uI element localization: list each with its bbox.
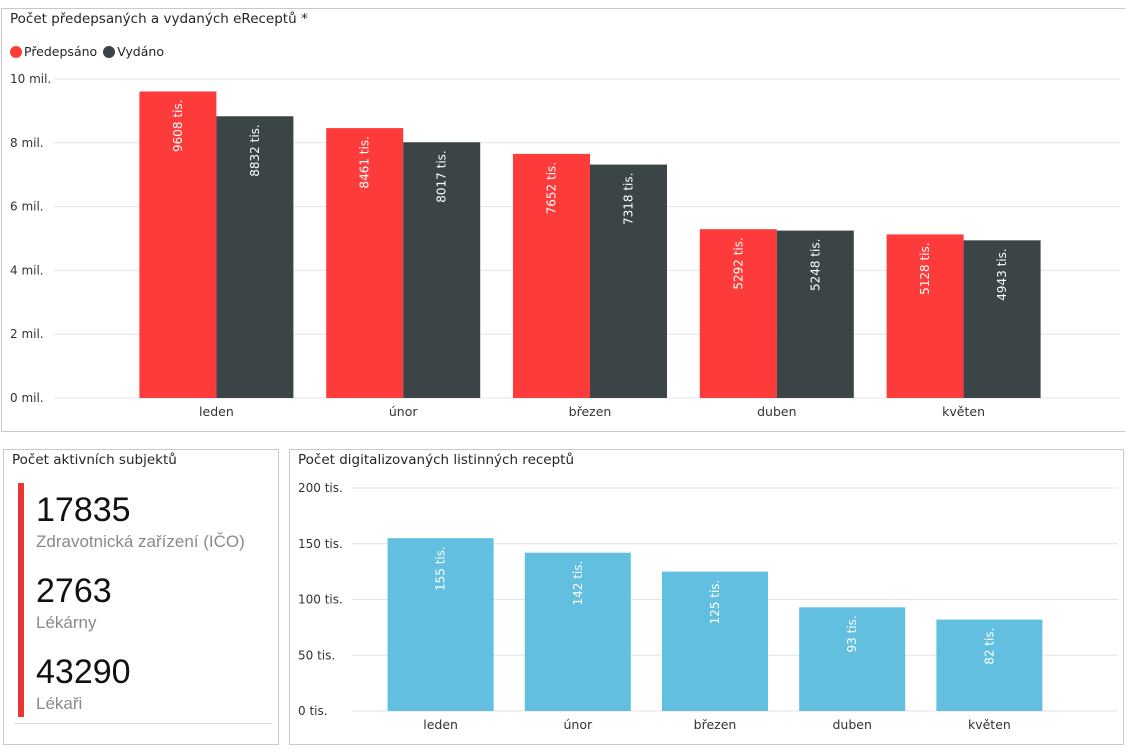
data-label: 125 tis.	[708, 580, 722, 625]
kpi-item-doctors: 43290 Lékaři	[36, 654, 131, 714]
y-tick-label: 200 tis.	[298, 481, 343, 495]
y-tick-label: 6 mil.	[10, 200, 44, 214]
y-tick-label: 50 tis.	[298, 648, 335, 662]
y-tick-label: 8 mil.	[10, 136, 44, 150]
y-tick-label: 0 tis.	[298, 704, 328, 718]
x-tick-label: březen	[694, 717, 737, 732]
x-tick-label: leden	[423, 717, 458, 732]
x-tick-label: únor	[389, 404, 418, 419]
data-label: 5248 tis.	[808, 239, 822, 291]
bar	[799, 607, 906, 711]
bar	[387, 538, 494, 711]
kpi-label-facilities: Zdravotnická zařízení (IČO)	[36, 532, 245, 551]
legend-label-prescribed: Předepsáno	[24, 44, 98, 59]
x-tick-label: duben	[832, 717, 871, 732]
legend-item-prescribed[interactable]: Předepsáno	[10, 44, 97, 59]
bar	[403, 142, 481, 398]
data-label: 8832 tis.	[248, 124, 262, 176]
legend-dot-prescribed	[10, 45, 22, 58]
kpi-value-doctors: 43290	[36, 653, 131, 691]
kpi-value-pharmacies: 2763	[36, 572, 112, 610]
bar	[139, 91, 217, 399]
kpi-item-pharmacies: 2763 Lékárny	[36, 573, 112, 633]
prescriptions-chart-panel: Počet předepsaných a vydaných eReceptů *…	[1, 8, 1125, 432]
y-tick-label: 100 tis.	[298, 593, 343, 607]
bar	[963, 240, 1041, 398]
y-tick-label: 150 tis.	[298, 537, 343, 551]
data-label: 8461 tis.	[358, 136, 372, 188]
data-label: 7318 tis.	[622, 173, 636, 225]
digitalized-chart-title: Počet digitalizovaných listinných recept…	[298, 452, 575, 468]
kpi-divider	[14, 723, 272, 724]
prescriptions-bar-chart: 0 mil. 2 mil. 4 mil. 6 mil. 8 mil. 10 mil. 960…	[10, 72, 1120, 419]
digitalized-bar-chart: 0 tis. 50 tis. 100 tis. 150 tis. 200 tis. 155…	[298, 481, 1118, 732]
data-label: 8017 tis.	[435, 150, 449, 202]
data-label: 9608 tis.	[171, 100, 185, 152]
y-tick-label: 4 mil.	[10, 263, 44, 277]
kpi-accent-bar	[18, 483, 24, 717]
x-tick-label: leden	[199, 404, 234, 419]
bar	[776, 230, 854, 398]
data-label: 82 tis.	[982, 628, 996, 665]
x-tick-label: květen	[968, 717, 1011, 732]
data-label: 155 tis.	[434, 546, 448, 591]
legend-item-dispensed[interactable]: Vydáno	[103, 44, 164, 59]
y-tick-label: 2 mil.	[10, 327, 44, 341]
x-tick-label: duben	[757, 404, 796, 419]
bar	[326, 128, 404, 398]
kpi-item-facilities: 17835 Zdravotnická zařízení (IČO)	[36, 492, 245, 552]
bar	[886, 234, 964, 398]
x-tick-label: květen	[942, 404, 985, 419]
bar	[699, 229, 777, 398]
chart-legend: Předepsáno Vydáno	[10, 44, 170, 59]
bar	[513, 153, 590, 398]
data-label: 93 tis.	[845, 615, 859, 652]
legend-label-dispensed: Vydáno	[117, 44, 164, 59]
x-tick-label: únor	[563, 717, 592, 732]
y-tick-label: 10 mil.	[10, 72, 51, 86]
x-tick-label: březen	[569, 404, 612, 419]
bar	[216, 116, 294, 398]
legend-dot-dispensed	[103, 45, 116, 58]
bar	[662, 571, 768, 711]
data-label: 142 tis.	[571, 561, 585, 606]
kpi-value-facilities: 17835	[36, 491, 131, 529]
active-subjects-title: Počet aktivních subjektů	[12, 452, 177, 468]
kpi-label-doctors: Lékaři	[36, 694, 83, 713]
data-label: 5292 tis.	[731, 237, 745, 289]
bar	[590, 164, 667, 398]
data-label: 5128 tis.	[918, 242, 932, 294]
bar	[936, 619, 1043, 711]
data-label: 4943 tis.	[995, 248, 1009, 300]
prescriptions-chart-title: Počet předepsaných a vydaných eReceptů *	[10, 11, 308, 27]
y-tick-label: 0 mil.	[10, 391, 44, 405]
active-subjects-panel: Počet aktivních subjektů 17835 Zdravotni…	[3, 449, 279, 745]
kpi-label-pharmacies: Lékárny	[36, 613, 97, 632]
bar	[524, 552, 631, 711]
data-label: 7652 tis.	[545, 162, 559, 214]
digitalized-chart-panel: Počet digitalizovaných listinných recept…	[289, 449, 1124, 745]
